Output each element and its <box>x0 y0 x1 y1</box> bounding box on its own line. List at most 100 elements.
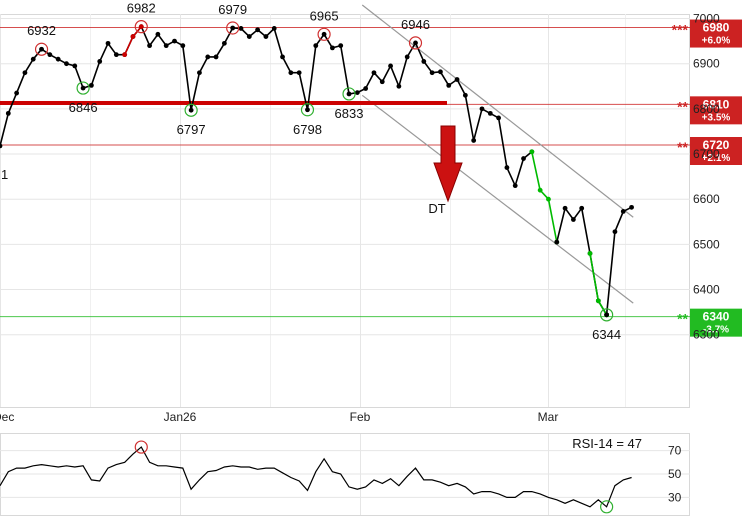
level-stars: ** <box>677 98 688 114</box>
price-point <box>238 26 244 31</box>
edge-annotation: 1 <box>1 167 8 182</box>
trough-marker <box>76 81 90 95</box>
price-line-segment <box>605 206 632 315</box>
price-point <box>379 79 385 85</box>
price-point <box>89 82 94 88</box>
price-point <box>629 204 634 210</box>
x-tick-label: Feb <box>350 410 371 424</box>
level-tag-box <box>690 96 742 125</box>
price-point <box>570 217 576 222</box>
price-point <box>512 183 518 189</box>
price-point <box>296 70 302 76</box>
level-tag-value: 6720 <box>703 138 730 152</box>
double-top-signal: DT <box>0 100 463 216</box>
rsi-oversold-marker <box>600 500 614 514</box>
price-point <box>14 90 20 96</box>
price-point <box>0 143 3 149</box>
rsi-label: RSI-14 = 47 <box>572 436 642 451</box>
rsi-tick-label: 50 <box>668 467 682 481</box>
price-point <box>80 85 86 91</box>
level-tag-box <box>690 19 742 48</box>
peak-label: 6982 <box>127 1 156 16</box>
price-point <box>562 205 568 211</box>
down-arrow-icon <box>433 125 463 203</box>
peak-label: 6932 <box>27 23 56 38</box>
price-point <box>371 70 377 76</box>
rsi-ticks: 70 50 30 <box>668 444 682 505</box>
price-point <box>122 52 128 58</box>
price-point <box>39 46 44 52</box>
price-point <box>5 110 11 116</box>
price-point <box>338 43 344 49</box>
price-point <box>595 298 601 304</box>
rsi-overbought-marker <box>134 440 148 454</box>
price-point <box>429 70 435 76</box>
price-point <box>604 312 610 318</box>
price-point <box>105 40 111 46</box>
price-point <box>620 209 626 214</box>
price-point <box>263 34 269 39</box>
trough-marker <box>184 103 198 117</box>
price-point <box>388 63 393 69</box>
price-point <box>197 70 202 76</box>
price-point <box>438 69 443 75</box>
price-point <box>537 187 543 193</box>
level-tag-box <box>690 137 742 165</box>
price-point <box>487 110 493 116</box>
price-point <box>213 54 219 60</box>
price-point <box>288 70 294 76</box>
level-tag-change: +3.5% <box>702 112 731 123</box>
price-point <box>113 52 119 58</box>
rsi-series <box>0 440 632 514</box>
price-point <box>97 59 103 64</box>
level-tag-value: 6810 <box>703 97 730 111</box>
price-point <box>155 31 161 37</box>
pivot-annotations: 6932 6982 6979 6965 6946 6846 6797 6798 6833 6344 <box>27 1 621 342</box>
y-tick-label: 6600 <box>693 192 720 206</box>
channel-line-upper <box>361 4 634 218</box>
price-grid <box>0 14 690 515</box>
peak-label: 6979 <box>218 2 247 17</box>
price-point <box>554 239 560 245</box>
price-point <box>271 26 277 31</box>
price-point <box>579 205 585 211</box>
price-point <box>346 91 352 97</box>
rsi-panel: RSI-14 = 47 70 50 30 <box>0 436 682 514</box>
price-point <box>396 83 402 89</box>
y-tick-label: 6400 <box>693 283 720 297</box>
price-point <box>72 63 78 69</box>
price-point <box>138 24 144 30</box>
y-tick-label: 7000 <box>693 12 720 26</box>
rsi-tick-label: 30 <box>668 490 682 504</box>
peak-label: 6946 <box>401 17 430 32</box>
peak-marker <box>134 20 148 34</box>
price-point <box>529 149 535 155</box>
price-point <box>305 107 310 113</box>
channel-line-lower <box>361 94 634 304</box>
price-point <box>363 86 369 91</box>
price-point <box>221 40 227 46</box>
price-point <box>163 43 169 49</box>
trough-label: 6344 <box>592 327 621 342</box>
price-point <box>546 196 551 202</box>
price-point <box>479 106 485 112</box>
peak-marker <box>317 27 331 41</box>
price-point <box>462 92 468 98</box>
trough-label: 6798 <box>293 122 322 137</box>
price-point <box>446 82 452 88</box>
price-point <box>30 56 36 62</box>
price-point <box>521 156 526 161</box>
peak-marker <box>408 36 423 50</box>
rsi-grid <box>0 433 690 516</box>
price-point <box>280 54 285 60</box>
trough-label: 6797 <box>177 122 206 137</box>
price-point <box>188 107 194 113</box>
rsi-tick-label: 70 <box>668 444 682 458</box>
trend-channel <box>361 4 634 304</box>
price-point <box>612 229 618 235</box>
price-line-segment <box>531 151 558 243</box>
price-point <box>321 31 327 37</box>
level-tag-change: -3.7% <box>703 325 729 336</box>
peak-marker <box>226 21 240 35</box>
